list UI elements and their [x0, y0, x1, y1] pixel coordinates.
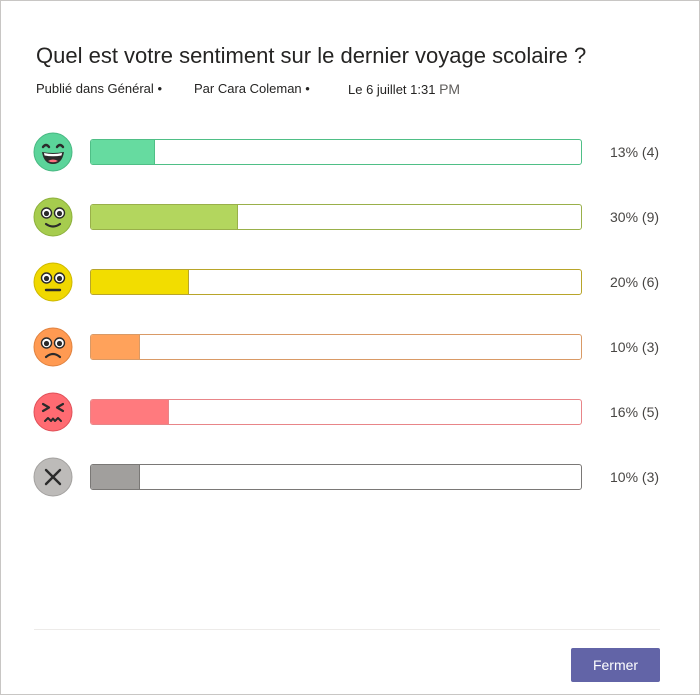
result-row: 10% (3) [1, 457, 700, 501]
posted-in-label: Publié dans Général [36, 81, 154, 96]
result-bar-fill [91, 270, 189, 294]
result-bar [90, 269, 582, 295]
result-percent: 13% (4) [610, 144, 660, 160]
result-bar [90, 204, 582, 230]
footer-divider [34, 629, 660, 630]
result-bar-fill [91, 205, 238, 229]
result-percent: 10% (3) [610, 469, 660, 485]
poll-author: Par Cara Coleman • [194, 81, 310, 96]
result-bar-fill [91, 140, 155, 164]
result-row: 16% (5) [1, 392, 700, 436]
result-bar [90, 399, 582, 425]
neutral-face-icon [33, 262, 73, 302]
date-label: Le 6 juillet 1:31 [348, 82, 436, 97]
poll-question: Quel est votre sentiment sur le dernier … [36, 43, 587, 68]
separator-bullet: • [305, 81, 310, 96]
result-row: 20% (6) [1, 262, 700, 306]
result-percent: 30% (9) [610, 209, 660, 225]
time-suffix: PM [439, 81, 461, 97]
no-response-icon [33, 457, 73, 497]
author-label: Par Cara Coleman [194, 81, 302, 96]
result-bar-fill [91, 400, 170, 424]
close-button[interactable]: Fermer [571, 648, 660, 682]
smiling-face-icon [33, 197, 73, 237]
result-bar [90, 139, 582, 165]
result-percent: 20% (6) [610, 274, 660, 290]
result-row: 10% (3) [1, 327, 700, 371]
separator-bullet: • [157, 81, 162, 96]
result-bar-fill [91, 465, 140, 489]
frowning-face-icon [33, 327, 73, 367]
result-bar [90, 334, 582, 360]
persevering-face-icon [33, 392, 73, 432]
result-percent: 16% (5) [610, 404, 660, 420]
grinning-face-icon [33, 132, 73, 172]
poll-channel: Publié dans Général • [36, 81, 162, 96]
result-bar [90, 464, 582, 490]
result-bar-fill [91, 335, 140, 359]
poll-date: Le 6 juillet 1:31 PM [348, 81, 460, 97]
result-percent: 10% (3) [610, 339, 660, 355]
result-row: 13% (4) [1, 132, 700, 176]
result-row: 30% (9) [1, 197, 700, 241]
